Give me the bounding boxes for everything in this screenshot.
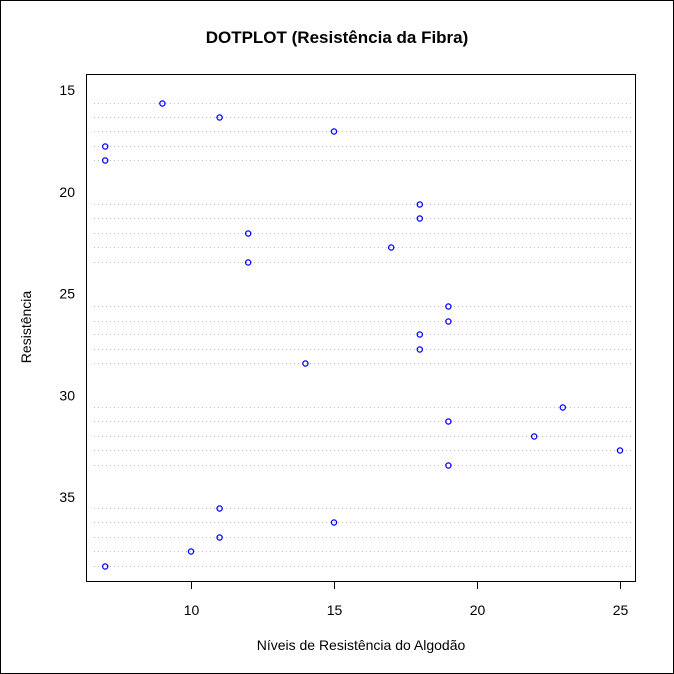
data-point <box>416 331 424 338</box>
x-tick-label: 10 <box>184 602 200 618</box>
x-tick-label: 15 <box>327 602 343 618</box>
chart-title: DOTPLOT (Resistência da Fibra) <box>205 28 469 47</box>
data-point <box>302 360 309 367</box>
data-point <box>159 100 166 107</box>
data-point <box>244 259 252 266</box>
y-tick-label: 30 <box>59 387 75 403</box>
data-points <box>101 100 624 570</box>
data-point <box>445 418 452 425</box>
y-axis: 15 20 25 30 35 <box>59 82 75 505</box>
y-tick-label: 25 <box>59 286 75 302</box>
data-point <box>416 201 424 208</box>
data-point <box>416 215 424 222</box>
data-point <box>101 157 109 164</box>
y-tick-label: 35 <box>59 489 75 505</box>
data-point <box>387 244 395 251</box>
data-point <box>445 303 452 310</box>
x-axis-label: Níveis de Resistência do Algodão <box>256 637 466 653</box>
x-tick-label: 20 <box>470 602 486 618</box>
data-point <box>445 318 452 325</box>
plot-box <box>86 74 636 582</box>
x-axis: 10 15 20 25 <box>184 581 629 618</box>
data-point <box>244 230 252 237</box>
data-point <box>216 114 223 121</box>
data-point <box>101 563 109 570</box>
data-point <box>216 505 223 512</box>
data-point <box>187 548 195 555</box>
data-point <box>330 128 338 135</box>
data-point <box>559 404 567 411</box>
gridlines <box>94 103 633 567</box>
data-point <box>330 519 338 526</box>
y-tick-label: 15 <box>59 82 75 98</box>
data-point <box>616 447 624 454</box>
data-point <box>216 534 223 541</box>
data-point <box>101 143 109 150</box>
data-point <box>530 433 538 440</box>
data-point <box>416 346 424 353</box>
x-tick-label: 25 <box>613 602 629 618</box>
y-tick-label: 20 <box>59 184 75 200</box>
data-point <box>445 462 452 469</box>
